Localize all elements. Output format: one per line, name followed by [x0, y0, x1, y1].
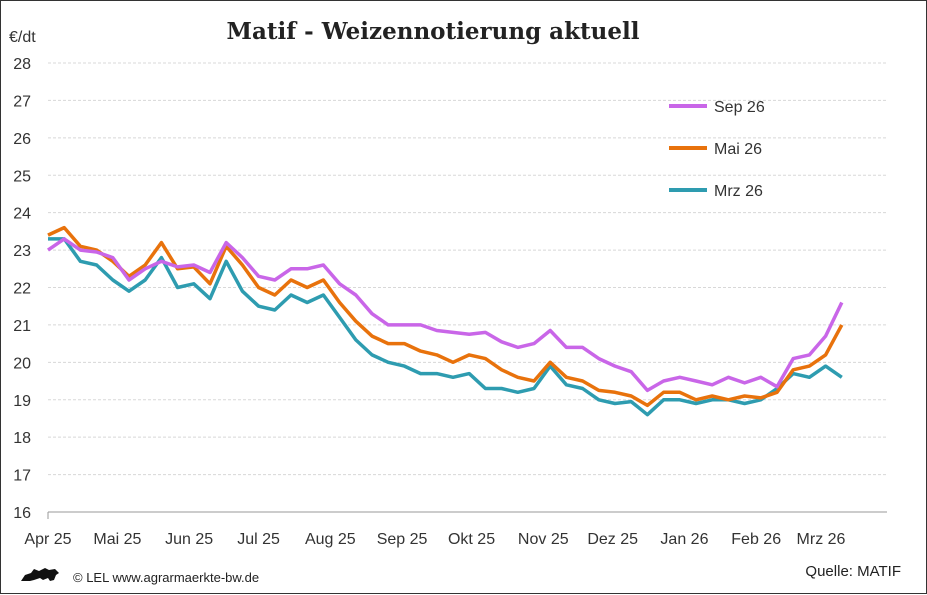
- copyright-text: © LEL www.agrarmaerkte-bw.de: [73, 570, 259, 585]
- y-tick-label: 24: [13, 206, 31, 223]
- series-line-sep-26: [47, 237, 844, 393]
- series-line-mrz-26: [48, 237, 843, 417]
- y-tick-label: 16: [13, 505, 31, 522]
- y-tick-label: 25: [13, 168, 31, 185]
- y-tick-label: 21: [13, 318, 31, 335]
- legend-label: Sep 26: [714, 99, 765, 116]
- y-tick-label: 28: [13, 56, 31, 73]
- legend-label: Mrz 26: [714, 183, 763, 200]
- y-axis-label: €/dt: [9, 29, 36, 46]
- x-tick-label: Apr 25: [24, 531, 71, 548]
- x-tick-label: Nov 25: [518, 531, 569, 548]
- x-tick-label: Mai 25: [93, 531, 141, 548]
- x-tick-label: Dez 25: [587, 531, 638, 548]
- x-tick-label: Sep 25: [377, 531, 428, 548]
- x-tick-label: Mrz 26: [797, 531, 846, 548]
- x-tick-label: Feb 26: [731, 531, 781, 548]
- logo: [21, 568, 59, 581]
- legend-label: Mai 26: [714, 141, 762, 158]
- y-tick-label: 17: [13, 468, 31, 485]
- y-tick-label: 20: [13, 355, 31, 372]
- y-tick-label: 26: [13, 131, 31, 148]
- y-tick-label: 27: [13, 93, 31, 110]
- y-tick-label: 22: [13, 281, 31, 298]
- y-tick-label: 19: [13, 393, 31, 410]
- x-tick-label: Okt 25: [448, 531, 495, 548]
- x-tick-label: Jun 25: [165, 531, 213, 548]
- lion-logo-icon: [21, 568, 59, 581]
- y-tick-label: 23: [13, 243, 31, 260]
- x-tick-label: Jan 26: [660, 531, 708, 548]
- chart-title: Matif - Weizennotierung aktuell: [227, 18, 640, 45]
- x-tick-label: Aug 25: [305, 531, 356, 548]
- x-tick-label: Jul 25: [237, 531, 280, 548]
- source-text: Quelle: MATIF: [805, 563, 901, 580]
- series-line-mai-26: [47, 225, 844, 408]
- y-tick-label: 18: [13, 430, 31, 447]
